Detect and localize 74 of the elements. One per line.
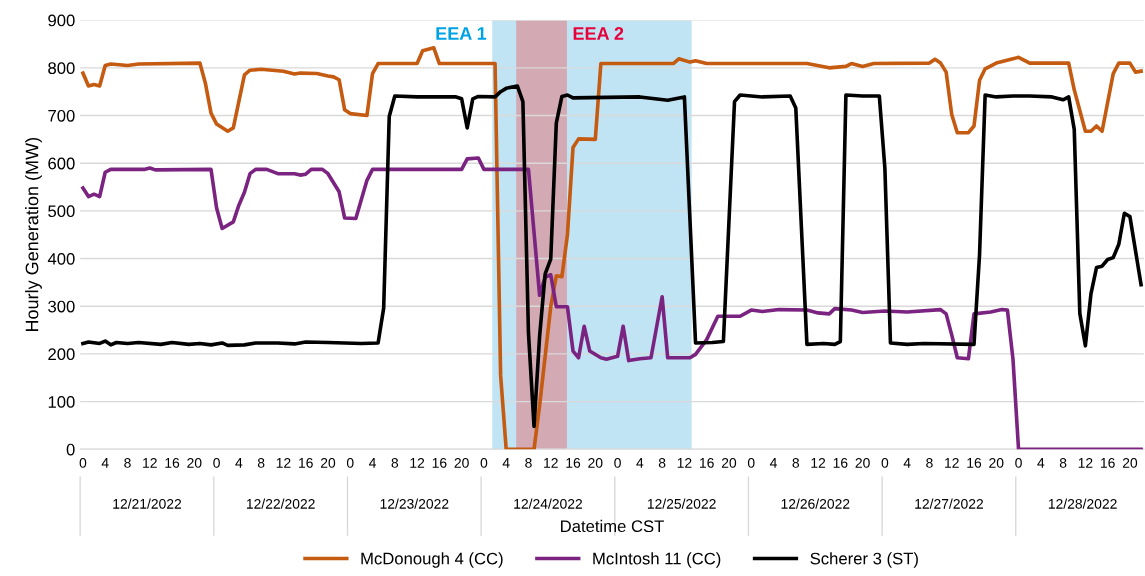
x-tick-label: 20 (989, 457, 1004, 468)
x2-tick-label: 12/23/2022 (380, 498, 449, 509)
y-tick-label: 100 (48, 396, 75, 408)
line-series (81, 156, 1143, 450)
x2-tick-label: 12/24/2022 (514, 498, 583, 509)
x-tick-label: 8 (658, 457, 666, 468)
x-tick-label: 12 (410, 457, 425, 468)
x-tick-label: 20 (454, 457, 469, 468)
x-tick-label: 12 (945, 457, 959, 468)
x-tick-label: 4 (502, 458, 510, 468)
x-tick-label: 8 (1059, 457, 1067, 468)
x-tick-label: 12 (276, 457, 291, 468)
y-tick-label: 200 (48, 348, 75, 361)
x-tick-label: 8 (391, 457, 399, 468)
x-tick-label: 20 (721, 457, 737, 468)
x-tick-label: 4 (903, 458, 911, 468)
y-tick-label: 900 (48, 14, 75, 27)
x-tick-label: 12 (811, 457, 826, 468)
y-tick-label: 800 (48, 62, 75, 75)
x-tick-label: 4 (101, 458, 109, 468)
x-tick-label: 8 (257, 457, 265, 468)
x-tick-label: 4 (368, 458, 376, 468)
x2-tick-label: 12/25/2022 (647, 498, 716, 509)
x-tick-label: 8 (124, 457, 131, 468)
y-tick-label: 300 (48, 300, 75, 313)
x-tick-label: 16 (432, 457, 447, 468)
x-tick-label: 4 (235, 458, 243, 468)
x2-tick-label: 12/28/2022 (1048, 498, 1117, 509)
x-tick-label: 16 (967, 457, 982, 468)
y-tick-label: 400 (47, 252, 75, 265)
x-tick-label: 16 (566, 457, 581, 468)
x-tick-label: 8 (792, 457, 800, 468)
x-tick-label: 16 (165, 457, 180, 468)
x-tick-label: 4 (636, 458, 644, 468)
x-tick-label: 20 (187, 457, 202, 468)
legend-label: McIntosh 11 (CC) (593, 552, 721, 568)
x-tick-label: 0 (614, 457, 621, 468)
y-tick-label: 600 (48, 157, 75, 170)
x-tick-label: 0 (480, 457, 488, 468)
x-tick-label: 12 (1078, 457, 1093, 468)
legend-label: Scherer 3 (ST) (810, 552, 918, 568)
x-tick-label: 8 (926, 457, 933, 468)
x-tick-label: 8 (525, 457, 532, 468)
band-label: EEA 1 (436, 27, 487, 40)
x-tick-label: 16 (1100, 457, 1115, 468)
x-axis-title: Datetime CST (561, 519, 664, 533)
x2-tick-label: 12/22/2022 (246, 498, 315, 509)
x-tick-label: 20 (1122, 457, 1138, 468)
x-tick-label: 0 (881, 457, 889, 468)
x-tick-label: 12 (544, 457, 558, 468)
x-tick-label: 16 (299, 457, 313, 468)
y-tick-label: 0 (66, 443, 75, 456)
x-tick-label: 0 (747, 457, 755, 468)
y-tick-label: 500 (48, 205, 75, 218)
x-tick-label: 16 (700, 457, 714, 468)
x2-tick-label: 12/26/2022 (781, 498, 850, 509)
x-tick-label: 16 (833, 457, 848, 468)
y-axis-title: Hourly Generation (MW) (25, 138, 42, 332)
x-tick-label: 20 (855, 457, 870, 468)
x-tick-label: 12 (677, 457, 692, 468)
x-tick-label: 12 (143, 457, 157, 468)
x-tick-label: 20 (320, 457, 336, 468)
band-label: EEA 2 (573, 27, 624, 40)
x-tick-label: 4 (1037, 458, 1045, 468)
x-tick-label: 4 (769, 458, 777, 468)
x-tick-label: 0 (213, 457, 220, 468)
y-tick-label: 700 (48, 109, 75, 122)
x-tick-label: 0 (79, 457, 87, 468)
x-tick-label: 0 (1015, 457, 1022, 468)
x2-tick-label: 12/21/2022 (113, 498, 182, 509)
legend-label: McDonough 4 (CC) (361, 552, 503, 568)
x-tick-label: 20 (588, 457, 603, 468)
x2-tick-label: 12/27/2022 (915, 498, 983, 509)
x-tick-label: 0 (346, 457, 354, 468)
